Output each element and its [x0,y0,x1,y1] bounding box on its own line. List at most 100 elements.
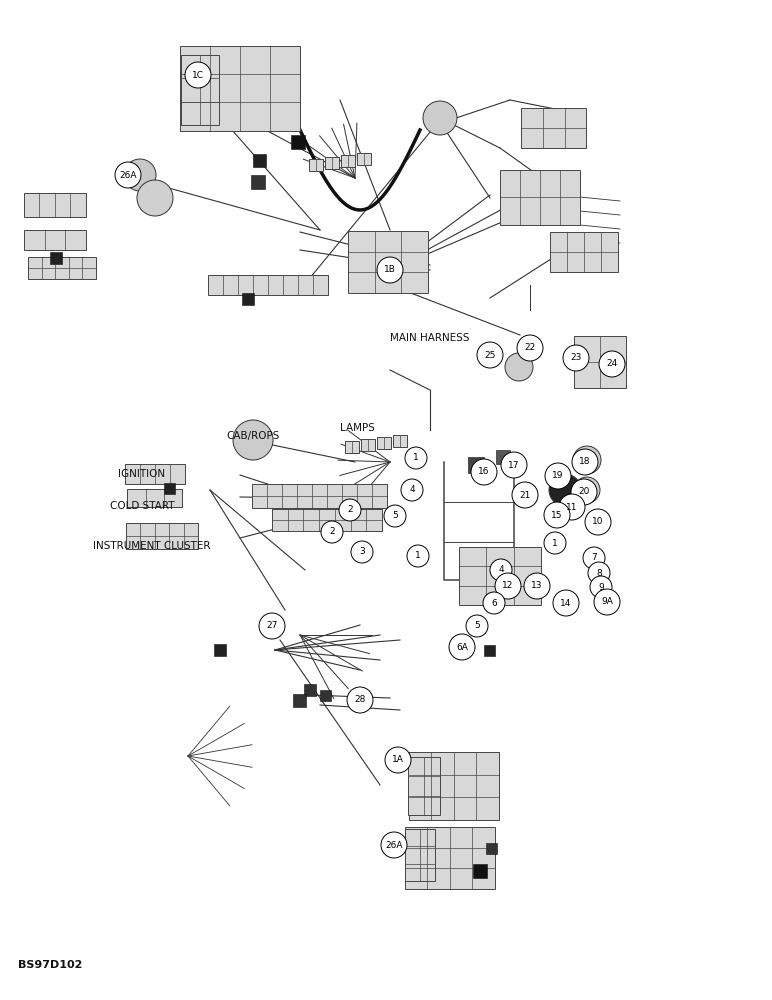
Text: 6: 6 [491,598,497,607]
Text: 13: 13 [531,582,543,590]
Circle shape [405,447,427,469]
Circle shape [381,832,407,858]
Bar [24,193,86,217]
Text: LAMPS: LAMPS [340,423,375,433]
Circle shape [501,452,527,478]
Bar [348,231,428,293]
Text: 9: 9 [598,582,604,591]
Bar [126,523,198,549]
Text: CAB/ROPS: CAB/ROPS [226,431,279,441]
Circle shape [377,257,403,283]
Bar [408,757,440,815]
Text: 8: 8 [596,568,602,578]
Circle shape [545,463,571,489]
Circle shape [401,479,423,501]
Bar [409,752,499,820]
Circle shape [495,573,521,599]
Circle shape [124,159,156,191]
Circle shape [347,687,373,713]
Bar [291,135,305,149]
Bar [50,252,62,264]
Circle shape [563,345,589,371]
Bar [496,450,510,464]
Circle shape [549,474,581,506]
Circle shape [590,576,612,598]
Bar [393,435,407,447]
Circle shape [259,613,285,639]
Bar [309,159,323,171]
Circle shape [599,351,625,377]
Circle shape [477,342,503,368]
Text: INSTRUMENT CLUSTER: INSTRUMENT CLUSTER [93,541,211,551]
Bar [24,230,86,250]
Text: 1: 1 [415,552,421,560]
Bar [473,864,487,878]
Text: 4: 4 [409,486,415,494]
Text: 11: 11 [566,502,577,512]
Text: 1: 1 [552,538,558,548]
Text: 5: 5 [392,512,398,520]
Text: 7: 7 [591,554,597,562]
Bar [304,684,316,696]
Circle shape [585,509,611,535]
Text: 4: 4 [498,566,504,574]
Text: COLD START: COLD START [110,501,174,511]
Text: 14: 14 [560,598,572,607]
Bar [522,108,587,148]
Circle shape [449,634,475,660]
Bar [500,169,580,225]
Circle shape [471,459,497,485]
Circle shape [512,482,538,508]
Bar [272,509,382,531]
Text: 23: 23 [571,354,581,362]
Bar [127,489,182,507]
Circle shape [517,335,543,361]
Circle shape [466,615,488,637]
Text: 28: 28 [354,696,366,704]
Text: 16: 16 [478,468,489,477]
Bar [164,483,175,493]
Text: 6A: 6A [456,643,468,652]
Bar [181,55,219,125]
Bar [574,336,626,388]
Circle shape [524,573,550,599]
Text: 1: 1 [413,454,419,462]
Bar [550,232,618,272]
Bar [242,293,254,305]
Bar [361,439,375,451]
Text: IGNITION: IGNITION [118,469,165,479]
Circle shape [588,562,610,584]
Bar [468,457,484,473]
Circle shape [339,499,361,521]
Bar [341,155,355,167]
Text: 18: 18 [579,458,591,466]
Bar [293,694,306,706]
Text: 25: 25 [484,351,496,360]
Text: 9A: 9A [601,597,613,606]
Bar [28,257,96,279]
Bar [208,275,328,295]
Circle shape [407,545,429,567]
Circle shape [321,521,343,543]
Text: 12: 12 [503,582,513,590]
Bar [180,45,300,130]
Circle shape [559,494,585,520]
Text: 26A: 26A [385,840,403,850]
Text: 2: 2 [329,528,335,536]
Bar [251,175,265,189]
Circle shape [423,101,457,135]
Circle shape [583,547,605,569]
Circle shape [483,592,505,614]
Circle shape [137,180,173,216]
Text: 5: 5 [474,621,480,631]
Circle shape [572,449,598,475]
Bar [377,437,391,449]
Circle shape [505,353,533,381]
Text: 2: 2 [347,506,353,514]
Circle shape [233,420,273,460]
Text: 26A: 26A [119,170,137,180]
Bar [405,829,435,881]
Circle shape [490,559,512,581]
Bar [486,842,497,854]
Text: 24: 24 [606,360,618,368]
